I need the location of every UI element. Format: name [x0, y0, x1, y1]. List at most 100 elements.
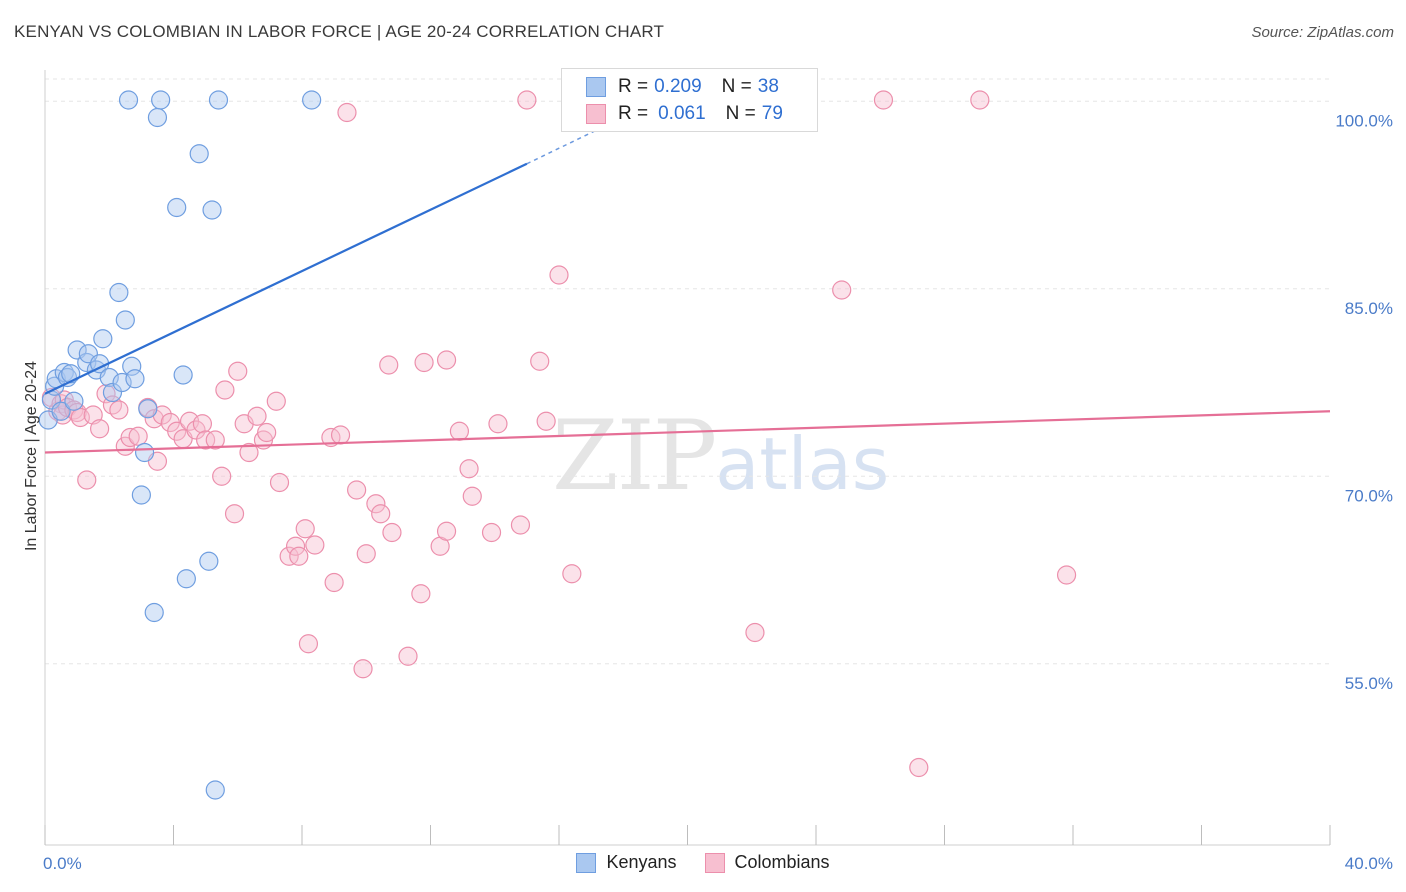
- kenyan-point: [189, 144, 209, 164]
- y-axis-label: In Labor Force | Age 20-24: [23, 361, 40, 551]
- colombian-point: [371, 504, 391, 524]
- stats-legend: R = 0.209 N = 38 R = 0.061 N = 79: [561, 68, 818, 132]
- kenyan-points: [38, 90, 322, 800]
- legend-item-colombians[interactable]: Colombians: [704, 852, 830, 873]
- colombian-point: [247, 406, 267, 426]
- kenyan-point: [99, 367, 119, 388]
- kenyan-point: [205, 780, 225, 800]
- legend-row-kenyans: R = 0.209 N = 38: [586, 74, 779, 100]
- kenyan-point: [51, 401, 71, 421]
- kenyan-point: [173, 365, 193, 385]
- watermark: ZIPatlas: [552, 400, 889, 512]
- kenyan-point: [109, 282, 129, 303]
- colombian-point: [77, 470, 97, 490]
- colombian-point: [152, 405, 172, 425]
- kenyan-point: [122, 356, 142, 376]
- axes: [44, 70, 1331, 846]
- tick-labels: 55.0% 70.0% 85.0% 100.0% 0.0% 40.0%: [43, 111, 1393, 873]
- kenyan-n-value: 38: [757, 76, 779, 97]
- colombian-point: [295, 519, 315, 539]
- colombian-point: [462, 486, 482, 506]
- colombian-point: [411, 584, 431, 604]
- colombian-point: [324, 572, 344, 593]
- colombian-trend-line: [44, 410, 1331, 454]
- series-legend: Kenyans Colombians: [0, 852, 1406, 873]
- kenyan-point: [112, 372, 132, 393]
- colombian-point: [224, 504, 245, 524]
- colombian-n-value: 79: [761, 103, 783, 124]
- colombian-point: [279, 546, 299, 566]
- colombian-point: [96, 384, 116, 404]
- colombian-point: [192, 414, 213, 434]
- chart-title: KENYAN VS COLOMBIAN IN LABOR FORCE | AGE…: [14, 22, 665, 41]
- kenyan-point: [64, 391, 84, 411]
- kenyan-point: [115, 310, 135, 330]
- colombian-point: [257, 422, 277, 443]
- colombian-point: [414, 352, 434, 373]
- kenyan-r-value: 0.209: [654, 76, 702, 97]
- colombian-point: [353, 659, 373, 679]
- kenyan-point: [208, 90, 229, 110]
- colombian-point: [269, 472, 290, 493]
- kenyan-point: [134, 442, 155, 463]
- colombian-legend-label: Colombians: [734, 852, 830, 872]
- colombian-point: [205, 430, 225, 450]
- colombian-legend-swatch: [704, 852, 725, 873]
- colombian-point: [530, 351, 550, 371]
- kenyan-point: [167, 197, 187, 218]
- colombian-point: [549, 265, 569, 285]
- colombian-point: [436, 350, 457, 370]
- kenyan-r-label: R =: [618, 76, 649, 97]
- legend-item-kenyans[interactable]: Kenyans: [576, 852, 677, 873]
- colombian-point: [536, 411, 556, 431]
- colombian-point: [1056, 565, 1077, 585]
- kenyan-point: [147, 107, 168, 128]
- colombian-point: [481, 522, 502, 543]
- colombian-point: [398, 646, 418, 666]
- colombian-point: [356, 544, 376, 564]
- colombian-point: [909, 757, 929, 778]
- colombian-point: [215, 380, 235, 400]
- colombian-point: [196, 430, 216, 450]
- colombian-point: [366, 494, 386, 514]
- kenyan-trend-line: [44, 162, 528, 395]
- colombian-point: [436, 521, 457, 541]
- colombian-point: [347, 480, 367, 500]
- kenyan-point: [199, 551, 219, 571]
- x-tick-label: 40.0%: [1345, 854, 1393, 873]
- colombian-point: [832, 280, 852, 300]
- kenyan-point: [61, 364, 81, 384]
- kenyan-point: [176, 569, 196, 589]
- source-label: Source: ZipAtlas.com: [1251, 24, 1394, 41]
- colombian-point: [488, 414, 508, 434]
- colombian-point: [330, 425, 351, 445]
- colombian-point: [120, 427, 140, 448]
- colombian-point: [212, 466, 232, 486]
- colombian-point: [970, 90, 990, 110]
- colombian-point: [337, 102, 357, 123]
- colombian-point: [109, 400, 129, 420]
- colombian-point: [239, 442, 259, 463]
- watermark-zip: ZIP: [552, 400, 717, 512]
- colombian-points: [41, 90, 1077, 778]
- kenyan-point: [102, 382, 123, 403]
- kenyan-legend-label: Kenyans: [606, 852, 677, 872]
- legend-row-colombians: R = 0.061 N = 79: [586, 101, 783, 127]
- kenyan-point: [93, 329, 113, 349]
- colombian-point: [382, 522, 402, 543]
- y-tick-label: 70.0%: [1345, 486, 1393, 505]
- watermark-atlas: atlas: [715, 422, 890, 506]
- colombian-r-label: R =: [618, 103, 649, 124]
- kenyan-swatch: [586, 77, 606, 97]
- kenyan-point: [151, 90, 171, 110]
- colombian-swatch: [586, 104, 606, 124]
- colombian-point: [167, 421, 187, 441]
- colombian-point: [510, 515, 531, 535]
- colombian-point: [289, 546, 309, 566]
- kenyan-legend-swatch: [576, 852, 597, 873]
- kenyan-point: [302, 90, 322, 110]
- colombian-point: [305, 535, 325, 555]
- colombian-point: [459, 459, 479, 479]
- y-tick-label: 85.0%: [1345, 299, 1393, 318]
